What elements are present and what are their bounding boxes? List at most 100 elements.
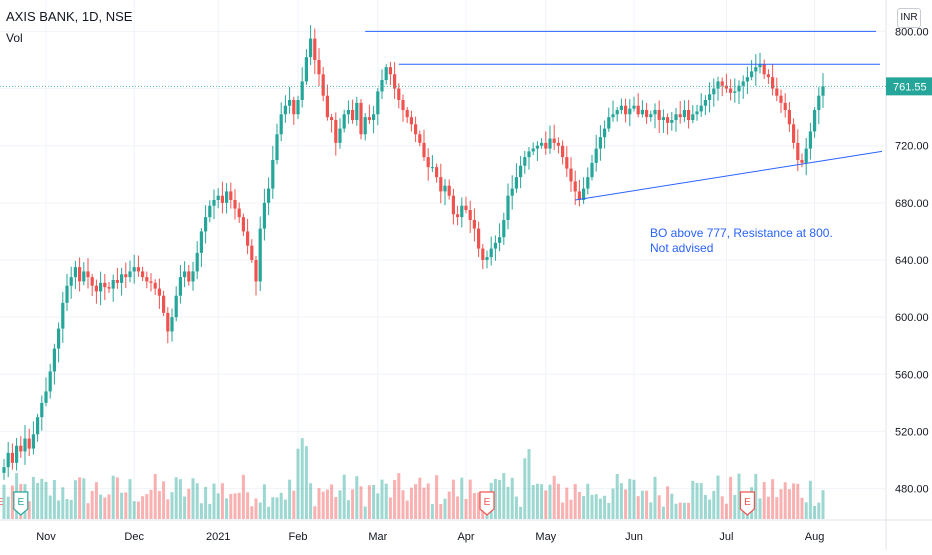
candle xyxy=(149,281,153,283)
volume-bar xyxy=(65,499,69,519)
candle xyxy=(405,110,409,118)
volume-bar xyxy=(61,487,65,519)
candle xyxy=(275,134,279,160)
volume-bar xyxy=(737,473,741,519)
volume-bar xyxy=(178,479,182,519)
volume-bar xyxy=(460,477,464,519)
volume-bar xyxy=(582,496,586,519)
volume-bar xyxy=(120,492,124,519)
candle xyxy=(792,124,796,143)
volume-bar xyxy=(153,473,157,519)
candle xyxy=(376,91,380,115)
volume-bar xyxy=(90,491,94,519)
candle xyxy=(745,77,749,82)
earnings-marker[interactable] xyxy=(479,491,495,516)
volume-bar xyxy=(40,478,44,519)
volume-bar xyxy=(267,506,271,519)
candle xyxy=(19,445,23,452)
volume-bar xyxy=(556,483,560,519)
candle xyxy=(90,277,94,286)
volume-bar xyxy=(342,474,346,519)
volume-bar xyxy=(82,478,86,519)
candle xyxy=(162,295,166,313)
volume-bar xyxy=(405,500,409,519)
volume-bar xyxy=(540,484,544,519)
candle xyxy=(342,114,346,129)
volume-bar xyxy=(57,500,61,519)
candle xyxy=(787,110,791,125)
volume-bar xyxy=(804,502,808,519)
earnings-marker[interactable] xyxy=(13,491,29,516)
earnings-marker-label: E xyxy=(17,497,24,508)
candle xyxy=(737,85,741,92)
candle xyxy=(821,86,825,96)
candle xyxy=(561,145,565,158)
currency-button[interactable]: INR xyxy=(897,8,921,28)
x-tick-label: 2021 xyxy=(206,531,230,543)
symbol-title[interactable]: AXIS BANK, 1D, NSE xyxy=(6,9,133,24)
volume-bar xyxy=(384,483,388,519)
candle xyxy=(2,467,6,473)
candle xyxy=(422,142,426,158)
candle xyxy=(510,188,514,196)
volume-bar xyxy=(52,480,56,519)
candle xyxy=(250,245,254,260)
volume-bar xyxy=(716,475,720,519)
volume-bar xyxy=(502,473,506,519)
x-tick-label: Dec xyxy=(124,531,144,543)
candle xyxy=(254,260,258,282)
candle xyxy=(388,67,392,75)
candle xyxy=(334,120,338,143)
volume-bar xyxy=(132,501,136,519)
candle xyxy=(317,60,321,75)
volume-bar xyxy=(632,479,636,519)
volume-bar xyxy=(754,473,758,519)
x-tick-label: Mar xyxy=(368,531,387,543)
x-tick-label: Apr xyxy=(457,531,474,543)
candle xyxy=(170,317,174,332)
earnings-marker[interactable] xyxy=(739,491,755,516)
candle xyxy=(573,181,577,192)
candle xyxy=(397,88,401,100)
volume-bar xyxy=(78,477,82,519)
y-tick-label: 600.00 xyxy=(895,312,929,324)
candle xyxy=(212,200,216,206)
candle xyxy=(65,285,69,303)
volume-bar xyxy=(783,482,787,519)
candle xyxy=(115,280,119,283)
volume-indicator-label[interactable]: Vol xyxy=(6,31,23,45)
volume-bar xyxy=(216,493,220,519)
volume-bar xyxy=(653,476,657,519)
volume-bar xyxy=(456,496,460,519)
candle xyxy=(682,110,686,118)
candle xyxy=(338,128,342,143)
volume-bar xyxy=(195,483,199,519)
volume-bar xyxy=(220,483,224,519)
x-tick-label: Nov xyxy=(36,531,56,543)
volume-bar xyxy=(724,503,728,519)
candle xyxy=(157,288,161,296)
candle xyxy=(628,108,632,115)
candle xyxy=(141,271,145,278)
volume-bar xyxy=(775,497,779,519)
y-tick-label: 520.00 xyxy=(895,426,929,438)
candle xyxy=(107,287,111,289)
x-tick-label: Feb xyxy=(289,531,308,543)
volume-bar xyxy=(376,493,380,519)
candle xyxy=(489,248,493,258)
volume-bar xyxy=(817,502,821,519)
candle xyxy=(674,114,678,120)
support-trendline xyxy=(575,150,883,201)
volume-bar xyxy=(758,498,762,519)
candle xyxy=(468,210,472,220)
volume-bar xyxy=(435,475,439,519)
volume-bar xyxy=(699,483,703,519)
candle xyxy=(69,277,73,286)
volume-bar xyxy=(594,494,598,519)
x-tick-label: Jun xyxy=(625,531,643,543)
candle xyxy=(657,110,661,120)
volume-bar xyxy=(569,499,573,519)
volume-bar xyxy=(510,477,514,519)
